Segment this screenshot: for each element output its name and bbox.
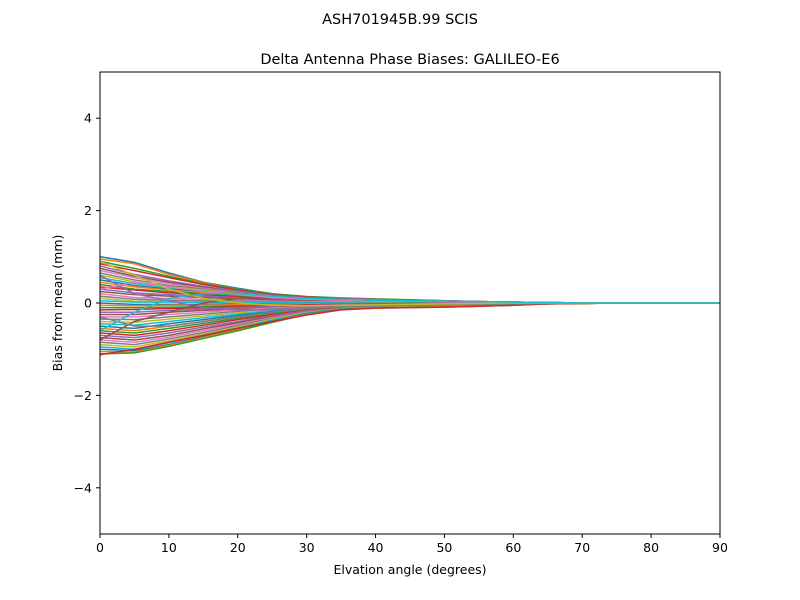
- x-tick-label: 30: [299, 540, 315, 555]
- x-tick-label: 40: [368, 540, 384, 555]
- x-tick-label: 60: [505, 540, 521, 555]
- y-axis-ticks: 4 2 0 −2 −4: [74, 111, 100, 495]
- x-axis-label: Elvation angle (degrees): [333, 562, 486, 577]
- series-line-50: [100, 293, 720, 332]
- y-tick-label: 0: [84, 296, 92, 311]
- x-axis-ticks: 0 10 20 30 40 50 60 70 80 90: [96, 534, 728, 555]
- figure-suptitle: ASH701945B.99 SCIS: [322, 12, 478, 28]
- x-tick-label: 20: [230, 540, 246, 555]
- chart-title: Delta Antenna Phase Biases: GALILEO-E6: [260, 52, 559, 68]
- x-tick-label: 80: [643, 540, 659, 555]
- series-layer: [100, 256, 720, 356]
- plot-area-frame: [99, 71, 721, 535]
- y-tick-label: −2: [74, 388, 92, 403]
- y-tick-label: 2: [84, 203, 92, 218]
- y-axis-label: Bias from mean (mm): [50, 235, 65, 372]
- y-tick-label: 4: [84, 111, 92, 126]
- x-tick-label: 0: [96, 540, 104, 555]
- x-tick-label: 90: [712, 540, 728, 555]
- y-tick-label: −4: [74, 480, 92, 495]
- x-tick-label: 10: [161, 540, 177, 555]
- x-tick-label: 70: [574, 540, 590, 555]
- x-tick-label: 50: [436, 540, 452, 555]
